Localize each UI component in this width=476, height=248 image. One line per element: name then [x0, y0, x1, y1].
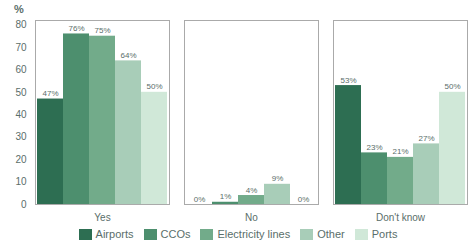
svg-text:50%: 50% [444, 82, 460, 91]
svg-text:Don't know: Don't know [376, 212, 426, 223]
svg-text:50: 50 [15, 87, 27, 98]
svg-text:30: 30 [15, 131, 27, 142]
svg-text:9%: 9% [272, 174, 284, 183]
html-text:Airports: Airports [95, 228, 134, 240]
svg-text:70: 70 [15, 42, 27, 53]
svg-text:20: 20 [15, 154, 27, 165]
svg-text:23%: 23% [366, 143, 382, 152]
svg-text:4%: 4% [246, 186, 258, 195]
svg-text:0%: 0% [298, 195, 310, 204]
svg-text:80: 80 [15, 19, 27, 30]
svg-text:0: 0 [21, 199, 27, 210]
svg-text:21%: 21% [392, 147, 408, 156]
svg-text:47%: 47% [42, 89, 58, 98]
svg-text:Yes: Yes [94, 212, 110, 223]
html-text:Ports: Ports [371, 228, 398, 240]
svg-text:50%: 50% [146, 82, 162, 91]
svg-text:27%: 27% [418, 134, 434, 143]
svg-text:0%: 0% [194, 195, 206, 204]
svg-text:76%: 76% [68, 24, 84, 33]
svg-text:No: No [245, 212, 258, 223]
svg-text:40: 40 [15, 109, 27, 120]
svg-text:53%: 53% [340, 76, 356, 85]
svg-text:75%: 75% [94, 26, 110, 35]
svg-text:60: 60 [15, 64, 27, 75]
html-text:Other: Other [317, 228, 345, 240]
html-text:Electricity lines: Electricity lines [217, 228, 291, 240]
svg-text:64%: 64% [120, 51, 136, 60]
html-text:CCOs: CCOs [160, 228, 191, 240]
svg-text:10: 10 [15, 176, 27, 187]
svg-text:1%: 1% [220, 192, 232, 201]
